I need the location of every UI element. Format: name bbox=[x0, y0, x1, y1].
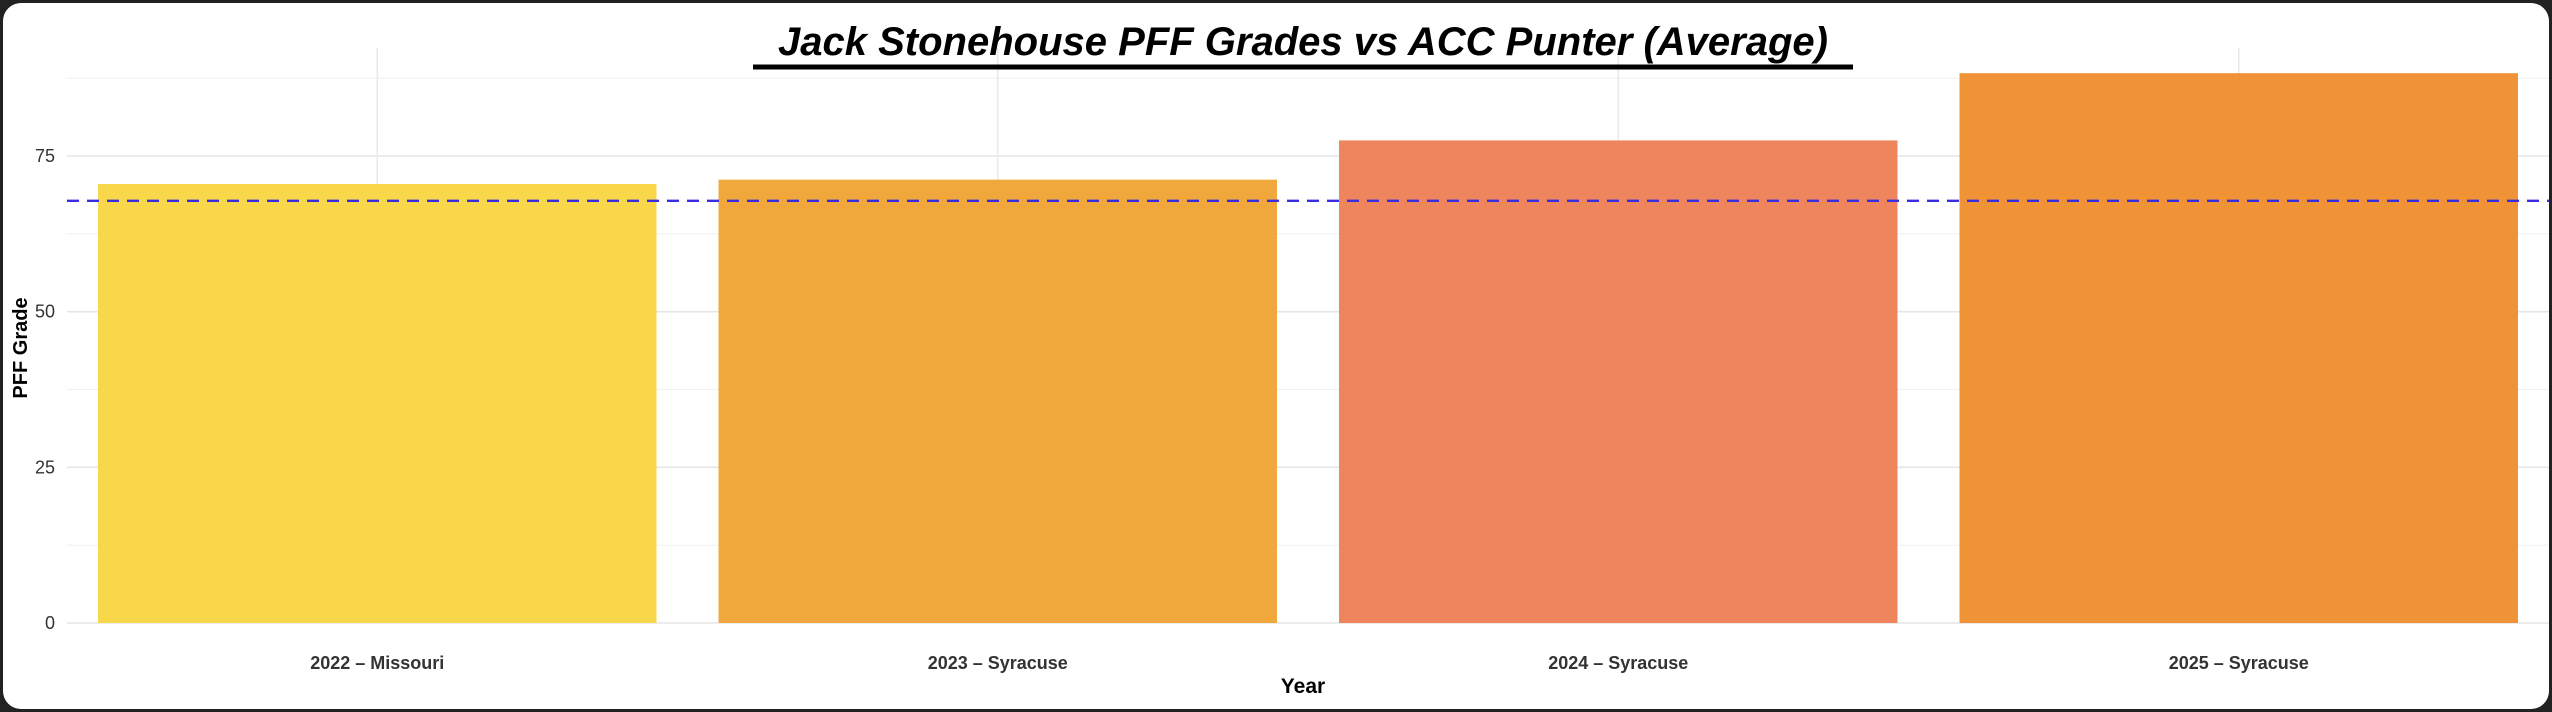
x-tick-label: 2023 – Syracuse bbox=[928, 653, 1068, 673]
x-axis-label: Year bbox=[1281, 675, 1325, 698]
bars bbox=[98, 73, 2518, 624]
bar-3 bbox=[1339, 140, 1898, 623]
x-tick-labels: 2022 – Missouri 2023 – Syracuse 2024 – Syr… bbox=[310, 653, 2309, 673]
y-tick-label: 25 bbox=[35, 457, 55, 477]
y-tick-label: 50 bbox=[35, 302, 55, 322]
bar-2 bbox=[718, 179, 1277, 624]
bar-4 bbox=[1959, 73, 2518, 624]
y-tick-label: 0 bbox=[45, 613, 55, 633]
bar-1 bbox=[98, 184, 657, 623]
y-tick-label: 75 bbox=[35, 146, 55, 166]
x-tick-label: 2024 – Syracuse bbox=[1548, 653, 1688, 673]
chart-frame: 0 25 50 75 2022 – Missouri 2023 – Syracuse 20… bbox=[3, 3, 2549, 709]
x-tick-label: 2025 – Syracuse bbox=[2169, 653, 2309, 673]
y-axis-label: PFF Grade bbox=[10, 297, 32, 398]
chart-title: Jack Stonehouse PFF Grades vs ACC Punter… bbox=[778, 20, 1828, 64]
y-tick-labels: 0 25 50 75 bbox=[35, 146, 55, 633]
x-tick-label: 2022 – Missouri bbox=[310, 653, 444, 673]
